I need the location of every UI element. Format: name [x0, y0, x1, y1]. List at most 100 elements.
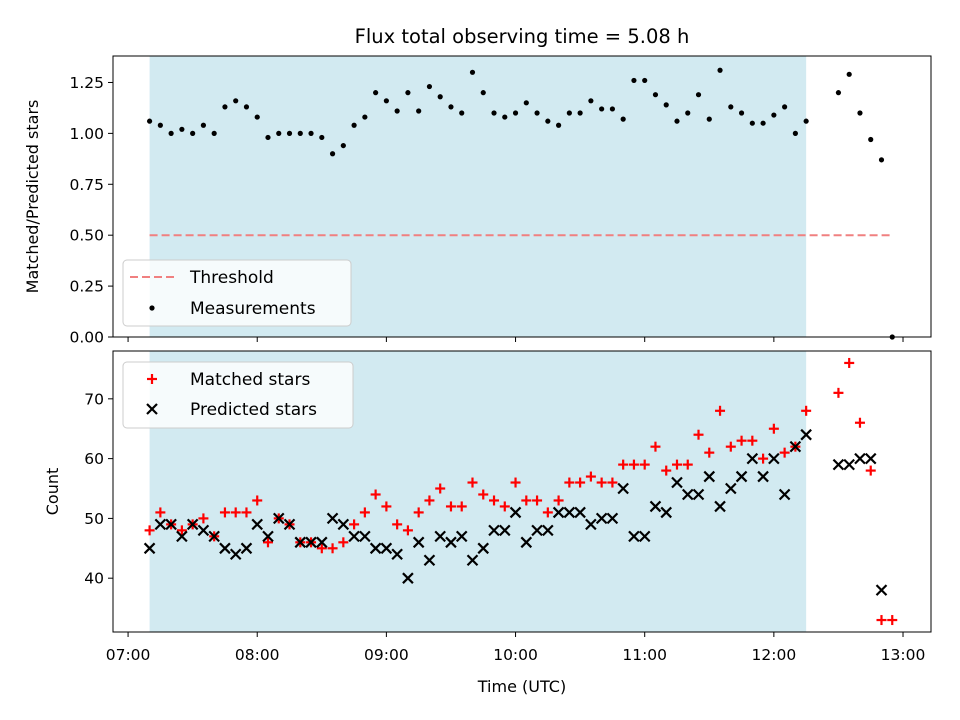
matched-star-point [747, 435, 758, 446]
matched-star-point [489, 495, 500, 506]
measurement-point [803, 118, 809, 124]
matched-star-point [876, 615, 887, 626]
measurement-point [652, 92, 659, 98]
predicted-star-point [391, 548, 403, 561]
measurement-point [190, 130, 196, 136]
measurements-legend-swatch [149, 305, 155, 311]
measurement-point [706, 116, 712, 122]
matched-star-point [564, 477, 575, 488]
predicted-star-point [229, 548, 242, 561]
predicted-stars-legend-swatch [146, 403, 158, 415]
measurement-point [243, 104, 250, 110]
predicted-star-point [681, 488, 694, 501]
matched-star-point [155, 507, 166, 518]
measurement-point [179, 126, 185, 132]
matched-star-point [575, 477, 586, 488]
measurement-point [545, 118, 551, 124]
bottom-y-tick-label: 70 [84, 390, 104, 408]
predicted-star-point [466, 554, 479, 567]
measurement-point [168, 130, 174, 136]
matched-star-point [144, 525, 155, 536]
measurement-point [738, 110, 745, 116]
matched-star-point [854, 417, 865, 428]
measurement-point [437, 94, 443, 100]
predicted-star-point [305, 536, 317, 549]
predicted-star-point [531, 524, 543, 537]
measurement-point [728, 104, 734, 110]
predicted-star-point [240, 542, 253, 555]
predicted-star-point [154, 518, 167, 531]
matched-star-point [650, 441, 661, 452]
predicted-star-point [778, 488, 791, 501]
matched-star-point [887, 615, 898, 626]
matched-star-point [779, 447, 790, 458]
measurement-point [491, 110, 497, 116]
predicted-star-point [649, 500, 662, 513]
matched-star-point [435, 483, 446, 494]
x-tick-label: 10:00 [493, 646, 538, 664]
measurement-point [383, 98, 389, 104]
measurement-point [233, 98, 239, 104]
matched-star-point [327, 543, 338, 554]
measurement-point [222, 104, 228, 110]
predicted-star-point [617, 482, 629, 495]
matched-star-point [241, 507, 252, 518]
measurement-point [157, 122, 163, 128]
predicted-star-point [768, 452, 780, 465]
predicted-star-point [660, 506, 673, 519]
measurement-point [480, 90, 486, 96]
top-plot-frame [112, 55, 932, 338]
predicted-star-point [843, 458, 855, 471]
bottom-legend-box [122, 361, 354, 429]
x-tick-label: 09:00 [364, 646, 409, 664]
measurement-point [405, 90, 411, 96]
top-y-tick-label: 0.50 [69, 227, 104, 245]
measurement-point [459, 110, 465, 116]
x-tick-label: 08:00 [235, 646, 280, 664]
measurement-point [577, 110, 583, 116]
top-y-tick-label: 1.00 [69, 125, 104, 143]
top-legend-box [122, 259, 352, 327]
matched-star-point [618, 459, 629, 470]
measurement-point [599, 106, 605, 112]
predicted-star-point [412, 536, 425, 549]
matched-star-point [381, 501, 392, 512]
matched-star-point [392, 519, 403, 530]
matched-star-point [532, 495, 543, 506]
matched-star-point [585, 471, 596, 482]
measurement-point [868, 136, 874, 143]
predicted-star-point [251, 518, 264, 531]
measurement-point [340, 142, 346, 149]
measurement-point [512, 110, 519, 116]
predicted-star-point [552, 506, 565, 519]
matched-star-point [639, 459, 650, 470]
bottom-y-tick-label: 40 [84, 570, 104, 588]
matched-star-point [316, 543, 327, 554]
predicted-star-point [455, 530, 468, 543]
measurement-point [416, 108, 422, 114]
matched-star-point [865, 465, 876, 476]
top-y-tick-label: 1.25 [69, 74, 104, 92]
matched-star-point [445, 501, 456, 512]
predicted-star-point [789, 440, 802, 453]
bottom-y-tick-label: 60 [84, 450, 104, 468]
matched-star-point [682, 459, 693, 470]
measurement-point [782, 104, 788, 110]
matched-star-point [510, 477, 521, 488]
x-tick-label: 07:00 [106, 646, 151, 664]
matched-stars-legend-swatch [147, 374, 157, 384]
measurement-point [760, 120, 766, 126]
measurement-point [695, 92, 702, 98]
x-tick-label: 13:00 [881, 646, 926, 664]
matched-star-point [693, 429, 704, 440]
matched-star-point [833, 387, 844, 398]
predicted-star-point [520, 536, 533, 549]
matched-star-point [521, 495, 532, 506]
predicted-star-point [380, 542, 393, 555]
matched-star-point [661, 465, 672, 476]
predicted-star-point [864, 452, 877, 465]
matched-star-point [219, 507, 230, 518]
matched-star-point [456, 501, 467, 512]
matched-star-point [467, 477, 478, 488]
measurement-point [717, 67, 723, 73]
